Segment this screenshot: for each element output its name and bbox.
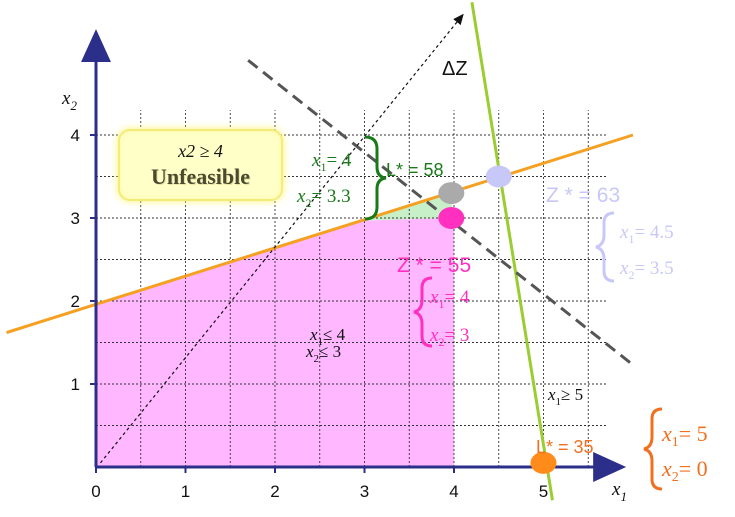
branch-point-gray xyxy=(438,182,465,205)
black-annotation: x1≤ 4 x2≤ 3 xyxy=(305,325,346,365)
y-axis-title: x2 xyxy=(61,88,77,113)
y-tick-label: 1 xyxy=(71,375,80,394)
pink-z-label: Z * = 55 xyxy=(397,254,471,277)
constraint-line-orange xyxy=(6,133,634,334)
x-tick-label: 4 xyxy=(449,482,458,501)
lp-optimum-point xyxy=(485,165,512,188)
axis-ticks: 0 1 2 3 4 5 1 2 3 4 xyxy=(71,126,549,501)
x-tick-label: 3 xyxy=(360,482,369,501)
pink-x2-label: x2= 3 xyxy=(429,325,469,349)
orange-x1-label: x1= 5 xyxy=(661,421,708,450)
x-tick-label: 5 xyxy=(539,482,548,501)
green-annotation: x1= 4 x2= 3.3 L* = 58 xyxy=(296,135,444,221)
green-l-label: L* = 58 xyxy=(386,160,444,180)
unfeasible-label: Unfeasible xyxy=(151,164,250,189)
y-tick-label: 2 xyxy=(71,292,80,311)
x-tick-label: 1 xyxy=(181,482,190,501)
orange-brace xyxy=(643,407,663,491)
objective-line-dashed xyxy=(247,59,634,367)
black-x2-label: x2≤ 3 xyxy=(305,342,341,365)
constraint-line-green xyxy=(470,1,554,501)
pink-x1-label: x1= 4 xyxy=(429,287,470,311)
blue-x1-label: x1= 4.5 xyxy=(619,222,674,246)
pink-brace xyxy=(413,276,433,348)
green-brace xyxy=(364,135,387,221)
orange-l-label: L* = 35 xyxy=(536,437,594,457)
x-axis-title: x1 xyxy=(611,479,627,504)
orange-x2-label: x2= 0 xyxy=(661,456,708,485)
branch-point-magenta xyxy=(438,207,465,229)
black-x1-label: x1≤ 4 xyxy=(309,325,346,348)
right-x1-label: x1≥ 5 xyxy=(547,385,583,408)
blue-x2-label: x2= 3.5 xyxy=(619,258,674,282)
y-tick-label: 4 xyxy=(71,126,80,145)
orange-annotation: L* = 35 x1= 5 x2= 0 xyxy=(536,407,708,491)
blue-annotation: Z * = 63 x1= 4.5 x2= 3.5 xyxy=(546,184,674,283)
unfeasible-callout: x2 ≥ 4 Unfeasible xyxy=(118,129,283,201)
green-x2-label: x2= 3.3 xyxy=(296,186,351,210)
x-tick-label: 2 xyxy=(270,482,279,501)
branch-point-orange xyxy=(530,451,557,474)
green-x1-label: x1= 4 xyxy=(311,150,352,174)
blue-brace xyxy=(595,211,615,283)
delta-z-label: ΔZ xyxy=(442,58,468,80)
x-tick-label: 0 xyxy=(91,482,100,501)
y-tick-label: 3 xyxy=(71,209,80,228)
delta-z-arrow xyxy=(100,13,464,464)
unfeasible-condition: x2 ≥ 4 xyxy=(178,141,223,161)
pink-annotation: Z * = 55 x1= 4 x2= 3 xyxy=(397,254,471,349)
blue-z-label: Z * = 63 xyxy=(546,184,620,207)
